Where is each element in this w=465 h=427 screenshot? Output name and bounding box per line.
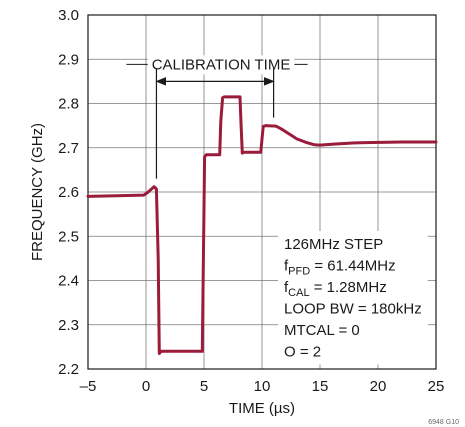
note-line: fPFD = 61.44MHz [284, 258, 396, 278]
note-line: LOOP BW = 180kHz [284, 301, 422, 318]
y-tick-label: 2.4 [58, 273, 79, 290]
x-axis-title: TIME (µs) [229, 400, 295, 417]
frequency-trace [86, 95, 438, 355]
x-tick-label: 15 [312, 378, 329, 395]
y-tick-label: 3.0 [58, 7, 79, 24]
calibration-annotation: CALIBRATION TIME [126, 55, 308, 179]
note-line: MTCAL = 0 [284, 322, 360, 339]
y-tick-label: 2.5 [58, 228, 79, 245]
x-axis: –5 0 5 10 15 20 25 [80, 378, 445, 395]
y-tick-label: 2.3 [58, 317, 79, 334]
label-background [147, 55, 295, 75]
y-tick-label: 2.9 [58, 51, 79, 68]
note-line: O = 2 [284, 344, 321, 361]
x-tick-label: 5 [200, 378, 208, 395]
note-line: 126MHz STEP [284, 236, 383, 253]
y-tick-label: 2.7 [58, 140, 79, 157]
x-tick-label: 25 [428, 378, 445, 395]
y-tick-label: 2.8 [58, 96, 79, 113]
x-tick-label: 10 [254, 378, 271, 395]
x-tick-label: –5 [80, 378, 97, 395]
notes-background [278, 231, 428, 365]
x-tick-label: 20 [370, 378, 387, 395]
x-tick-label: 0 [142, 378, 150, 395]
figure-id: 6948 G10 [428, 419, 459, 426]
plot-frame [87, 14, 437, 370]
note-line: fCAL = 1.28MHz [284, 279, 387, 299]
y-tick-label: 2.6 [58, 184, 79, 201]
y-axis: 2.2 2.3 2.4 2.5 2.6 2.7 2.8 2.9 3.0 [58, 7, 79, 378]
y-axis-title: FREQUENCY (GHz) [29, 123, 46, 261]
y-tick-label: 2.2 [58, 361, 79, 378]
series-layer [86, 95, 438, 355]
calibration-time-label: CALIBRATION TIME [152, 56, 291, 73]
